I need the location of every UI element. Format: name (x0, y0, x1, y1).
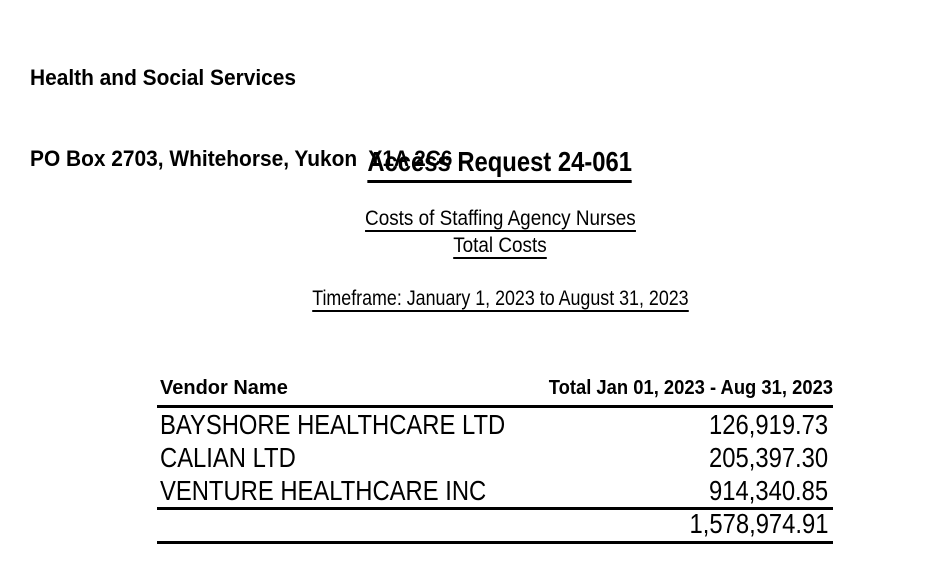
subtitle-costs: Costs of Staffing Agency Nurses (364, 207, 636, 232)
table-total-row: 1,578,974.91 (157, 510, 833, 544)
vendor-cost-table: Vendor Name Total Jan 01, 2023 - Aug 31,… (157, 377, 833, 544)
vendor-name-cell: BAYSHORE HEALTHCARE LTD (160, 409, 506, 440)
column-header-total-period: Total Jan 01, 2023 - Aug 31, 2023 (548, 377, 833, 399)
table-row: CALIAN LTD 205,397.30 (157, 441, 833, 474)
total-amount-cell: 1,578,974.91 (689, 508, 828, 539)
table-row: BAYSHORE HEALTHCARE LTD 126,919.73 (157, 408, 833, 441)
timeframe-text: Timeframe: January 1, 2023 to August 31,… (311, 287, 689, 312)
column-header-vendor-name: Vendor Name (160, 377, 288, 399)
vendor-name-cell: VENTURE HEALTHCARE INC (160, 475, 487, 506)
letterhead: Health and Social Services PO Box 2703, … (30, 10, 475, 226)
table-row: VENTURE HEALTHCARE INC 914,340.85 (157, 474, 833, 507)
vendor-name-cell: CALIAN LTD (160, 442, 296, 473)
table-header-row: Vendor Name Total Jan 01, 2023 - Aug 31,… (157, 377, 833, 408)
amount-cell: 205,397.30 (708, 442, 828, 473)
amount-cell: 126,919.73 (708, 409, 828, 440)
table-body: BAYSHORE HEALTHCARE LTD 126,919.73 CALIA… (157, 408, 833, 510)
page-title: Access Request 24-061 (367, 148, 633, 183)
amount-cell: 914,340.85 (708, 475, 828, 506)
timeframe-block: Timeframe: January 1, 2023 to August 31,… (162, 285, 838, 312)
subtitle-total-costs: Total Costs (453, 234, 547, 259)
org-name: Health and Social Services (30, 65, 297, 90)
subtitle-block: Costs of Staffing Agency Nurses Total Co… (162, 205, 838, 259)
title-block: Access Request 24-061 (162, 148, 838, 183)
org-address: PO Box 2703, Whitehorse, Yukon Y1A 2C6 (30, 146, 453, 171)
